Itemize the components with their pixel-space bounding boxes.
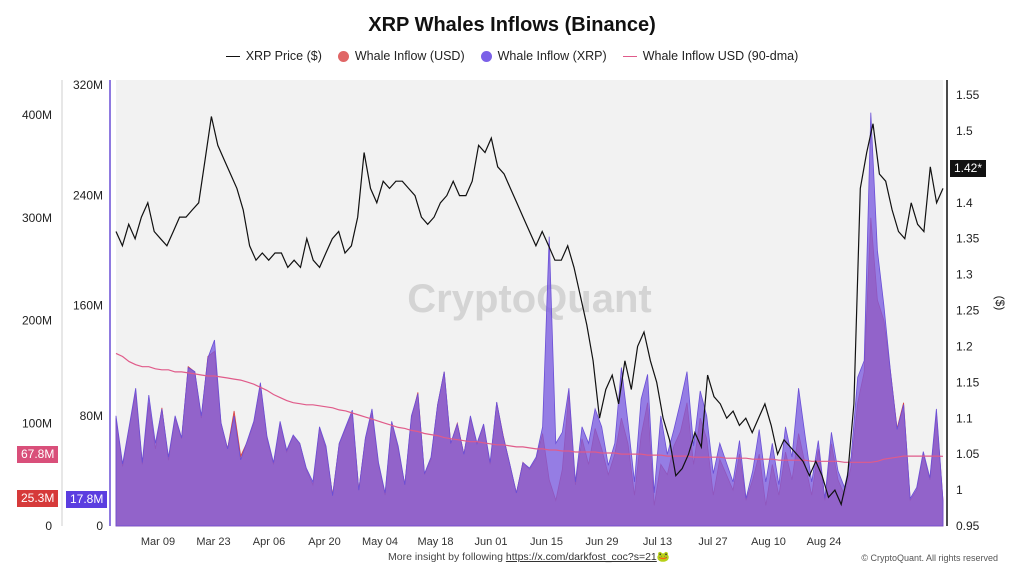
price-axis-tick: 1.5 <box>956 124 973 138</box>
xrp-axis-tick: 80M <box>80 409 103 423</box>
x-axis-tick: Jun 29 <box>585 536 618 548</box>
x-axis-tick: Jul 13 <box>643 536 672 548</box>
xrp-axis-tick: 0 <box>96 519 103 533</box>
usd-axis-tick: 0 <box>45 519 52 533</box>
price-axis-tick: 1.35 <box>956 232 980 246</box>
price-axis-tick: 0.95 <box>956 519 980 533</box>
chart-title: XRP Whales Inflows (Binance) <box>368 14 656 36</box>
legend-dot-icon <box>480 50 492 62</box>
series-line-price <box>115 116 944 507</box>
legend-item-price[interactable]: XRP Price ($) <box>225 49 322 63</box>
legend-label: XRP Price ($) <box>245 49 322 63</box>
watermark: CryptoQuant <box>407 277 651 321</box>
footer-link[interactable]: https://x.com/darkfost_coc?s=21 <box>505 551 657 563</box>
legend-label: Whale Inflow USD (90-dma) <box>642 49 799 63</box>
x-axis-tick: Jul 27 <box>698 536 727 548</box>
price-axis-tick: 1.15 <box>956 375 980 389</box>
last-value-90dma-tag: 67.8M <box>17 446 59 463</box>
legend-item-inflow-usd[interactable]: Whale Inflow (USD) <box>337 49 465 63</box>
x-axis-tick: Aug 10 <box>751 536 786 548</box>
usd-axis-tick: 200M <box>22 314 52 328</box>
price-axis-tick: 1.05 <box>956 447 980 461</box>
x-axis-tick: May 04 <box>362 536 398 548</box>
x-axis-tick: Apr 20 <box>308 536 340 548</box>
legend-item-90dma[interactable]: Whale Inflow USD (90-dma) <box>622 49 799 63</box>
x-axis-tick: May 18 <box>417 536 453 548</box>
x-axis-tick: Apr 06 <box>253 536 285 548</box>
xrp-axis-tick: 320M <box>73 78 103 92</box>
legend-line-icon <box>225 55 240 57</box>
usd-axis-tick: 300M <box>22 211 52 225</box>
xrp-axis-tick: 240M <box>73 188 103 202</box>
x-axis-tick: Mar 23 <box>196 536 230 548</box>
price-axis-label: ($) <box>993 296 1007 311</box>
price-axis-tick: 1 <box>956 483 963 497</box>
copyright-credit: © CryptoQuant. All rights reserved <box>861 553 998 563</box>
x-axis-tick: Aug 24 <box>807 536 842 548</box>
price-axis-tick: 1.55 <box>956 88 980 102</box>
price-axis-tick: 1.3 <box>956 268 973 282</box>
footer-note: More insight by following https://x.com/… <box>388 550 670 563</box>
last-value-price-tag: 1.42* <box>950 160 987 177</box>
x-axis-tick: Jun 15 <box>530 536 563 548</box>
legend-dot-icon <box>337 50 349 62</box>
price-axis-tick: 1.1 <box>956 411 973 425</box>
price-axis-tick: 1.2 <box>956 339 973 353</box>
legend-item-inflow-xrp[interactable]: Whale Inflow (XRP) <box>480 49 607 63</box>
chart-legend: XRP Price ($) Whale Inflow (USD) Whale I… <box>0 49 1024 63</box>
series-line-90dma <box>115 352 944 463</box>
x-axis-tick: Mar 09 <box>141 536 175 548</box>
legend-label: Whale Inflow (XRP) <box>497 49 607 63</box>
price-axis-tick: 1.4 <box>956 196 973 210</box>
footer-text: More insight by following <box>388 551 506 563</box>
x-axis-tick: Jun 01 <box>474 536 507 548</box>
usd-axis-tick: 100M <box>22 416 52 430</box>
last-value-usd-tag: 25.3M <box>17 490 59 507</box>
frog-icon: 🐸 <box>656 551 670 563</box>
last-value-xrp-tag: 17.8M <box>66 491 108 508</box>
legend-line-icon <box>622 55 637 57</box>
legend-label: Whale Inflow (USD) <box>354 49 465 63</box>
price-axis-tick: 1.25 <box>956 304 980 318</box>
usd-axis-tick: 400M <box>22 108 52 122</box>
xrp-axis-tick: 160M <box>73 299 103 313</box>
